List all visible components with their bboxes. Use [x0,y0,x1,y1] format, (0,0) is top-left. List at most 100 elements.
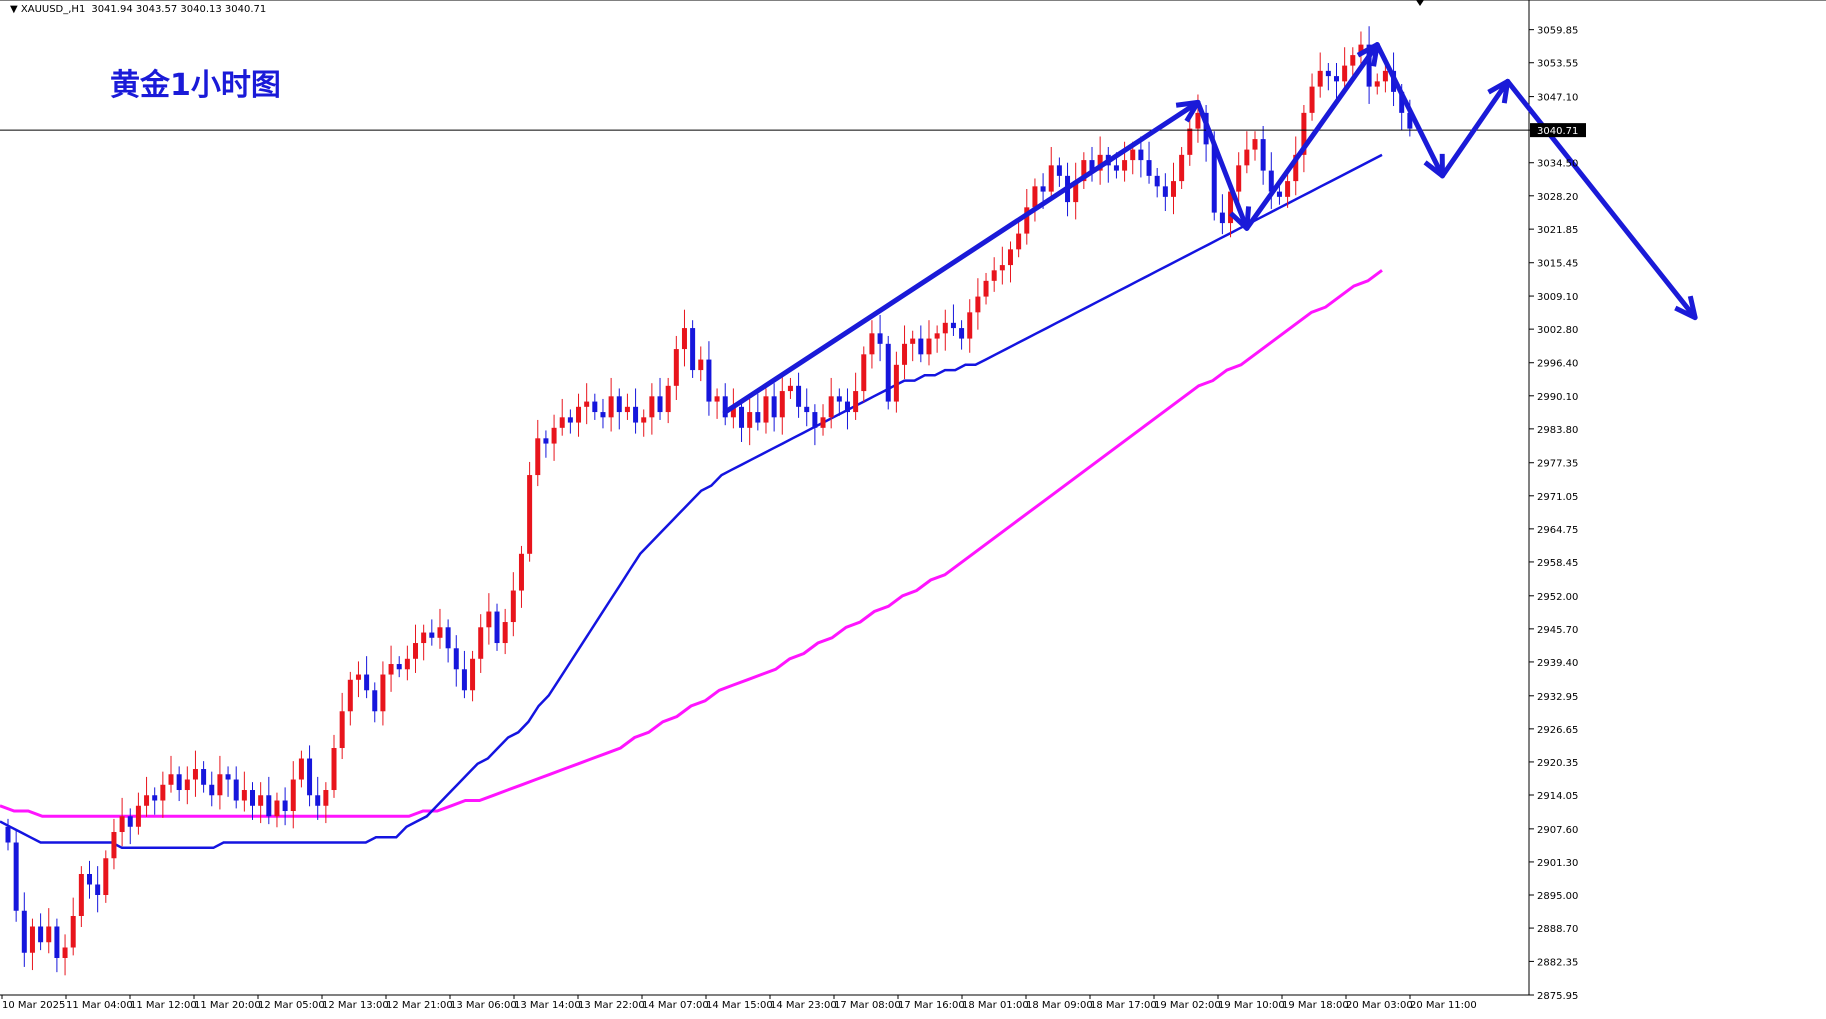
candle-body [62,947,68,958]
candle-body [1187,128,1193,155]
candle-body [690,328,696,371]
y-tick-label: 2996.40 [1537,359,1578,370]
candle-body [1309,86,1315,113]
candle-body [787,385,793,392]
candle-body [1007,249,1013,266]
candle-body [1113,165,1119,171]
x-tick-label: 19 Mar 10:00 [1218,1000,1285,1011]
candle-body [152,795,158,801]
candle-body [665,385,671,413]
candle-body [730,406,736,418]
candlesticks [0,26,1529,976]
symbol-marker-icon: ▼ [10,4,21,15]
x-tick-label: 11 Mar 12:00 [130,1000,197,1011]
y-tick-label: 2977.35 [1537,459,1578,470]
y-tick-label: 2926.65 [1537,725,1578,736]
candle-body [502,622,508,644]
candle-body [1179,154,1185,182]
y-tick-label: 3053.55 [1537,59,1578,70]
candle-body [543,438,549,444]
candle-body [584,401,590,407]
candle-body [844,401,850,413]
x-tick-label: 14 Mar 07:00 [642,1000,709,1011]
candle-body [1048,165,1054,192]
candle-body [1056,165,1062,176]
candle-body [29,926,35,953]
y-tick-label: 2932.95 [1537,692,1578,703]
candle-body [201,769,207,785]
y-tick-label: 2895.00 [1537,891,1578,902]
candle-body [1138,149,1144,161]
candle-body [706,359,712,402]
x-tick-label: 14 Mar 15:00 [706,1000,773,1011]
candle-body [1268,170,1274,192]
candle-body [494,611,500,644]
y-tick-label: 2882.35 [1537,957,1578,968]
candle-body [885,343,891,402]
candle-body [771,396,777,418]
candle-body [176,774,182,791]
candle-body [812,412,818,428]
candle-body [21,910,27,953]
forecast-arrow-segment [1244,42,1380,231]
candle-body [307,758,313,796]
candle-body [78,874,84,916]
candle-body [233,779,239,801]
forecast-arrow-segment [1439,78,1511,179]
candle-body [241,790,247,801]
candle-body [1244,149,1250,166]
candle-body [836,396,842,402]
candle-body [1195,112,1201,129]
candle-body [657,396,663,413]
y-tick-label: 2907.60 [1537,825,1578,836]
candle-body [315,795,321,806]
candle-body [1350,55,1356,66]
candle-body [396,664,402,670]
forecast-arrow-segment [1195,99,1250,231]
candle-body [535,438,541,476]
candle-body [87,874,93,885]
candle-body [1073,181,1079,203]
candle-body [1130,149,1136,161]
candle-body [266,795,272,817]
candle-body [144,795,150,806]
candle-body [1236,165,1242,192]
candle-body [527,475,533,554]
candle-body [453,648,459,670]
candle-body [372,690,378,712]
candle-body [763,396,769,423]
y-tick-label: 3034.50 [1537,159,1578,170]
chart-annotation-title: 黄金1小时图 [110,68,281,103]
ma-slow-line [0,269,1383,818]
candle-body [413,643,419,659]
y-tick-label: 2875.95 [1537,991,1578,1002]
y-tick-label: 2990.10 [1537,392,1578,403]
candle-body [1032,186,1038,208]
candle-body [380,674,386,712]
x-tick-label: 13 Mar 22:00 [578,1000,645,1011]
candle-body [192,769,198,780]
candle-body [1301,112,1307,155]
candle-body [54,926,60,958]
candle-body [1358,44,1364,56]
x-tick-label: 18 Mar 09:00 [1026,1000,1093,1011]
candle-body [445,627,451,649]
candle-body [274,800,280,817]
candle-body [755,412,761,423]
x-tick-label: 17 Mar 08:00 [834,1000,901,1011]
candle-body [184,779,190,791]
candle-body [1407,112,1413,129]
candle-body [559,417,565,428]
candle-body [1122,160,1128,171]
candle-body [1399,91,1405,113]
candle-body [991,270,997,281]
x-tick-label: 13 Mar 14:00 [514,1000,581,1011]
x-tick-label: 12 Mar 21:00 [386,1000,453,1011]
candle-body [5,826,11,843]
candle-body [1228,191,1234,224]
x-tick-label: 12 Mar 13:00 [322,1000,389,1011]
candle-body [1382,70,1388,82]
candle-body [1252,139,1258,150]
